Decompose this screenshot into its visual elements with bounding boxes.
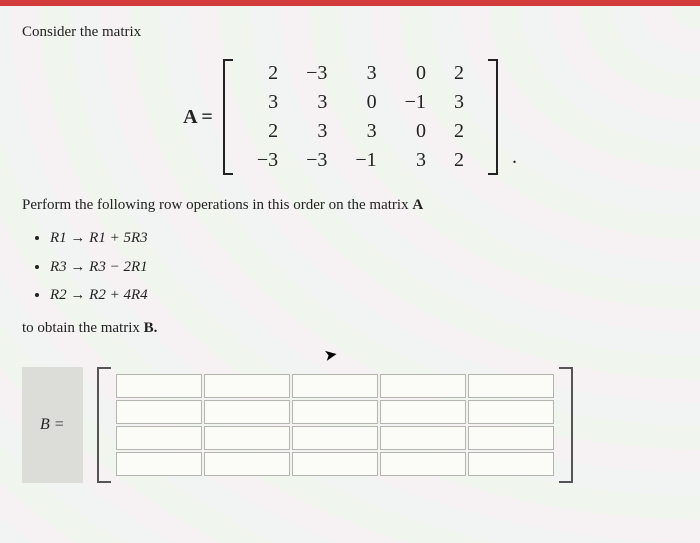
matrix-a-display: A = 2 −3 3 0 2 3 3 0 −1 3 2 3 3 0 2 xyxy=(22,59,678,175)
row-op-item: R1 → R1 + 5R3 xyxy=(50,224,678,253)
matrix-a-table: 2 −3 3 0 2 3 3 0 −1 3 2 3 3 0 2 −3 xyxy=(243,59,478,175)
matrix-cell-input[interactable] xyxy=(116,400,202,424)
matrix-cell: −3 xyxy=(292,59,341,88)
matrix-cell-input[interactable] xyxy=(292,400,378,424)
matrix-cell-input[interactable] xyxy=(204,374,290,398)
matrix-cell: 2 xyxy=(243,59,292,88)
matrix-cell-input[interactable] xyxy=(292,374,378,398)
matrix-cell: 3 xyxy=(292,88,341,117)
trailing-period: . xyxy=(512,146,517,175)
matrix-a-ref: A xyxy=(412,197,423,213)
matrix-cell-input[interactable] xyxy=(292,426,378,450)
matrix-cell-input[interactable] xyxy=(468,400,554,424)
answer-area: B = xyxy=(22,367,678,483)
matrix-cell: 0 xyxy=(391,117,440,146)
matrix-b-ref: B. xyxy=(144,320,158,336)
matrix-cell: 3 xyxy=(292,117,341,146)
matrix-cell-input[interactable] xyxy=(380,400,466,424)
matrix-cell-input[interactable] xyxy=(468,426,554,450)
prompt-consider: Consider the matrix xyxy=(22,24,678,41)
row-operations-list: R1 → R1 + 5R3 R3 → R3 − 2R1 R2 → R2 + 4R… xyxy=(50,224,678,310)
matrix-cell-input[interactable] xyxy=(380,452,466,476)
matrix-row: −3 −3 −1 3 2 xyxy=(243,146,478,175)
matrix-cell: 3 xyxy=(440,88,478,117)
matrix-cell-input[interactable] xyxy=(468,374,554,398)
matrix-cell: 2 xyxy=(243,117,292,146)
matrix-cell-input[interactable] xyxy=(380,374,466,398)
matrix-cell-input[interactable] xyxy=(204,452,290,476)
answer-input-grid xyxy=(115,373,555,477)
matrix-cell: −3 xyxy=(243,146,292,175)
matrix-row: 2 3 3 0 2 xyxy=(243,117,478,146)
left-bracket-icon xyxy=(223,59,233,175)
answer-matrix-container xyxy=(97,367,573,483)
matrix-cell: 2 xyxy=(440,59,478,88)
answer-row xyxy=(115,373,555,399)
matrix-cell-input[interactable] xyxy=(116,374,202,398)
answer-row xyxy=(115,399,555,425)
matrix-cell: −1 xyxy=(341,146,390,175)
matrix-a-label: A = xyxy=(183,106,213,129)
matrix-cell-input[interactable] xyxy=(468,452,554,476)
question-page: Consider the matrix A = 2 −3 3 0 2 3 3 0… xyxy=(0,6,700,543)
prompt-obtain: to obtain the matrix B. xyxy=(22,320,678,337)
matrix-cell: 2 xyxy=(440,117,478,146)
answer-row xyxy=(115,451,555,477)
matrix-cell-input[interactable] xyxy=(116,426,202,450)
matrix-cell: −1 xyxy=(391,88,440,117)
matrix-row: 2 −3 3 0 2 xyxy=(243,59,478,88)
b-label-box: B = xyxy=(22,367,83,483)
matrix-cell: 3 xyxy=(243,88,292,117)
matrix-cell: 3 xyxy=(341,117,390,146)
row-op-item: R3 → R3 − 2R1 xyxy=(50,253,678,282)
matrix-cell-input[interactable] xyxy=(292,452,378,476)
matrix-cell: −3 xyxy=(292,146,341,175)
matrix-cell: 0 xyxy=(341,88,390,117)
answer-row xyxy=(115,425,555,451)
matrix-cell: 0 xyxy=(391,59,440,88)
prompt-perform: Perform the following row operations in … xyxy=(22,197,678,214)
matrix-row: 3 3 0 −1 3 xyxy=(243,88,478,117)
matrix-cell-input[interactable] xyxy=(380,426,466,450)
left-bracket-icon xyxy=(97,367,111,483)
matrix-cell-input[interactable] xyxy=(204,426,290,450)
row-op-item: R2 → R2 + 4R4 xyxy=(50,281,678,310)
matrix-cell: 3 xyxy=(341,59,390,88)
matrix-cell: 2 xyxy=(440,146,478,175)
right-bracket-icon xyxy=(488,59,498,175)
right-bracket-icon xyxy=(559,367,573,483)
b-equals-label: B = xyxy=(40,416,65,434)
matrix-cell-input[interactable] xyxy=(116,452,202,476)
matrix-cell-input[interactable] xyxy=(204,400,290,424)
matrix-cell: 3 xyxy=(391,146,440,175)
